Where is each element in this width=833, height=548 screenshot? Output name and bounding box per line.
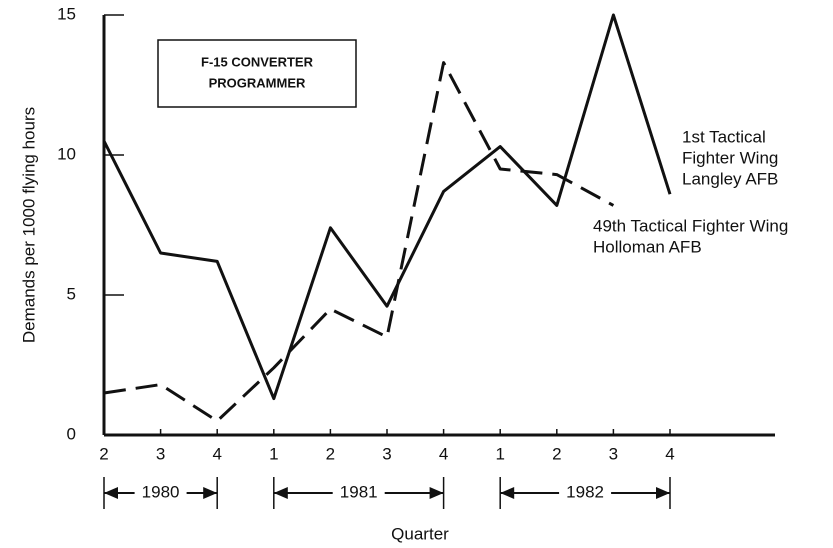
x-tick-label: 3: [156, 444, 165, 463]
x-axis-label: Quarter: [391, 524, 449, 543]
x-tick-label: 3: [382, 444, 391, 463]
arrow-head: [273, 487, 288, 499]
annotation-text: F-15 CONVERTER: [201, 54, 314, 69]
arrow-head: [429, 487, 444, 499]
series-label: 1st Tactical: [682, 127, 766, 146]
y-tick-label: 5: [67, 284, 76, 303]
x-tick-label: 4: [439, 444, 448, 463]
x-tick-label: 1: [269, 444, 278, 463]
x-tick-label: 1: [495, 444, 504, 463]
y-tick-label: 15: [57, 4, 76, 23]
series-label: Fighter Wing: [682, 148, 778, 167]
year-label-bg: [134, 482, 187, 504]
arrow-head: [500, 487, 515, 499]
year-label: 1982: [566, 482, 604, 501]
annotation-text: PROGRAMMER: [209, 75, 306, 90]
arrow-head: [104, 487, 118, 499]
arrow-head: [656, 487, 670, 499]
x-tick-label: 2: [99, 444, 108, 463]
series-line: [103, 61, 615, 423]
year-label-bg: [332, 482, 385, 504]
x-tick-label: 4: [665, 444, 674, 463]
series-label: Holloman AFB: [593, 237, 702, 256]
x-tick-label: 4: [212, 444, 221, 463]
x-tick-label: 2: [552, 444, 561, 463]
year-label: 1981: [340, 482, 378, 501]
annotation-box: [157, 39, 357, 108]
series-label: Langley AFB: [682, 169, 778, 188]
year-label: 1980: [142, 482, 180, 501]
y-axis-label: Demands per 1000 flying hours: [19, 107, 38, 343]
x-tick-label: 3: [609, 444, 618, 463]
arrow-head: [203, 487, 218, 499]
series-line: [102, 13, 672, 401]
series-label: 49th Tactical Fighter Wing: [593, 216, 788, 235]
year-label-bg: [559, 482, 612, 504]
x-tick-label: 2: [326, 444, 335, 463]
y-tick-label: 0: [67, 424, 76, 443]
y-tick-label: 10: [57, 144, 76, 163]
